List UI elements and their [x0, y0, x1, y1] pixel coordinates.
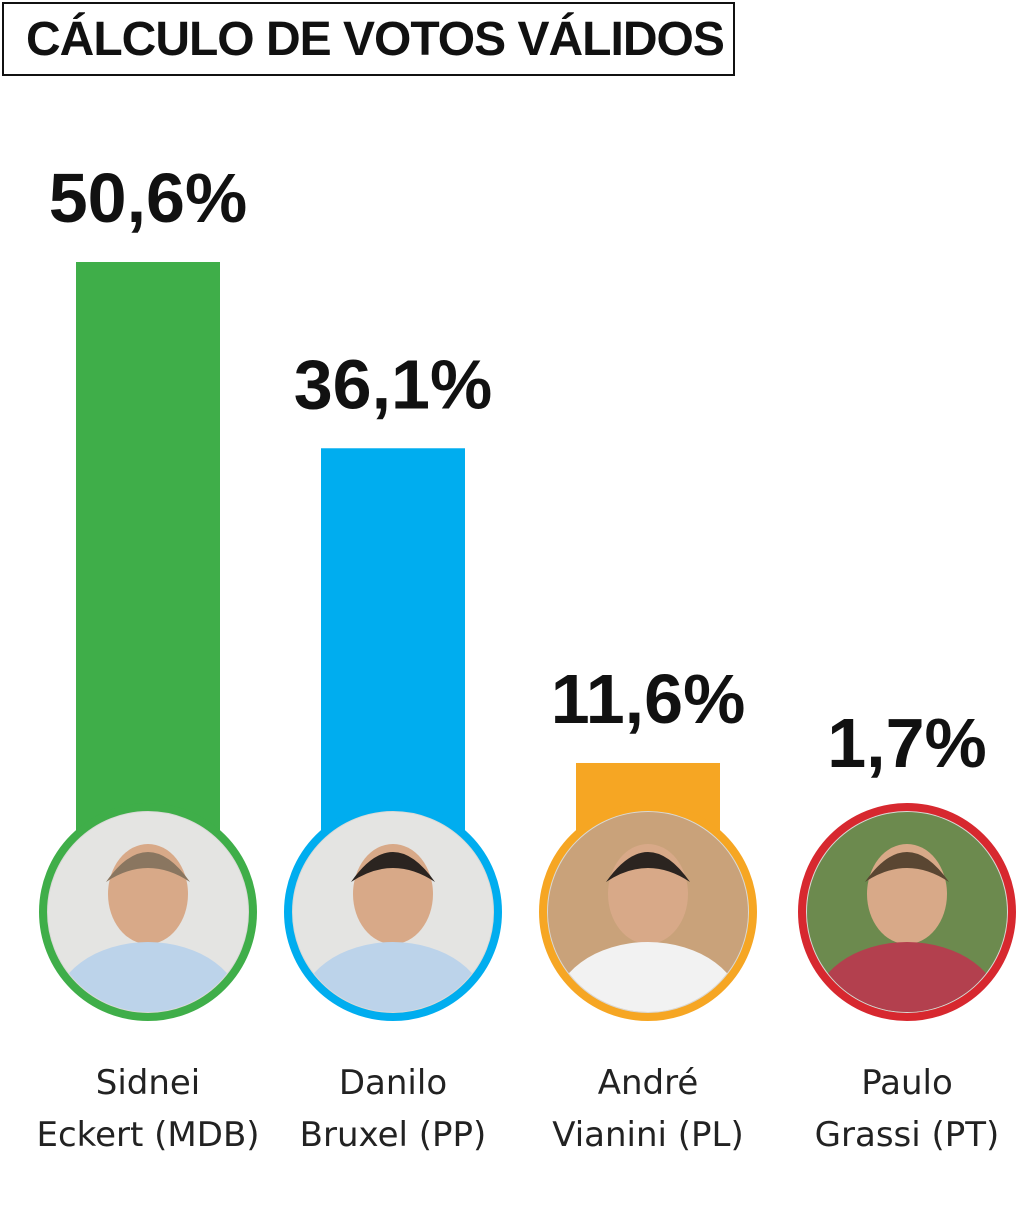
chart-title: CÁLCULO DE VOTOS VÁLIDOS [26, 13, 725, 66]
candidate-name-1-line-1: Sidnei [96, 1063, 201, 1103]
candidate-name-4-line-2: Grassi (PT) [815, 1115, 1000, 1155]
candidate-name-3-line-1: André [598, 1063, 699, 1103]
shoulders-shape [812, 942, 1002, 1012]
value-label-4: 1,7% [827, 704, 987, 782]
hair-shape [606, 852, 690, 882]
value-label-2: 36,1% [294, 345, 492, 423]
hair-shape [865, 852, 949, 882]
candidate-photo-2 [284, 803, 502, 1021]
candidate-name-1-line-2: Eckert (MDB) [36, 1115, 259, 1155]
candidate-photo-3 [539, 803, 757, 1021]
candidate-name-4-line-1: Paulo [861, 1063, 953, 1103]
candidate-name-2-line-2: Bruxel (PP) [300, 1115, 487, 1155]
value-label-1: 50,6% [49, 159, 247, 237]
candidate-photo-4 [798, 803, 1016, 1021]
hair-shape [351, 852, 435, 882]
shoulders-shape [298, 942, 488, 1012]
candidate-photo-1 [39, 803, 257, 1021]
value-label-3: 11,6% [551, 660, 746, 738]
title-box: CÁLCULO DE VOTOS VÁLIDOS [2, 2, 735, 76]
hair-shape [106, 852, 190, 882]
shoulders-shape [53, 942, 243, 1012]
shoulders-shape [553, 942, 743, 1012]
candidate-name-2-line-1: Danilo [339, 1063, 447, 1103]
candidate-name-3-line-2: Vianini (PL) [552, 1115, 744, 1155]
